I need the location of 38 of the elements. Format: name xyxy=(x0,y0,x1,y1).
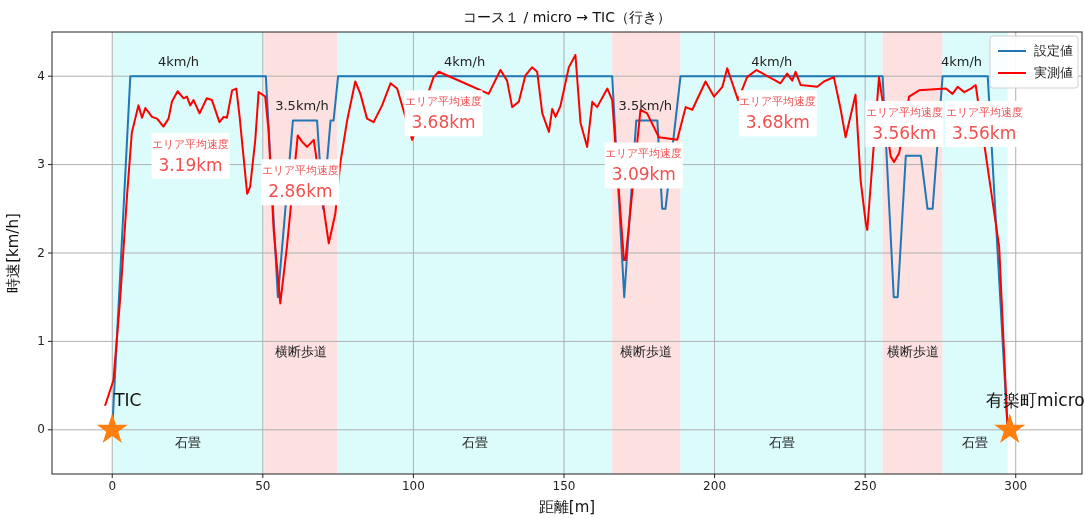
band-label: 横断歩道 xyxy=(620,344,673,360)
annotation: TIC xyxy=(113,389,142,410)
y-tick-label: 2 xyxy=(37,245,45,260)
annotation: 4km/h xyxy=(157,53,200,69)
annotation: エリア平均速度 3.68km xyxy=(405,95,483,133)
x-tick-label: 250 xyxy=(853,479,877,493)
legend-label: 実測値 xyxy=(1034,64,1073,80)
y-tick-label: 1 xyxy=(37,333,45,348)
band-label: 石畳 xyxy=(175,434,202,450)
band-label: 横断歩道 xyxy=(886,344,939,360)
chart-title: コース１ / micro → TIC（行き） xyxy=(463,9,671,25)
y-tick-label: 3 xyxy=(37,157,45,172)
x-tick-label: 150 xyxy=(552,479,576,493)
y-tick-label: 0 xyxy=(37,422,45,437)
annotation: 3.5km/h xyxy=(275,97,329,113)
annotation: エリア平均速度 3.68km xyxy=(739,95,817,133)
x-tick-label: 0 xyxy=(108,479,117,493)
y-tick-label: 4 xyxy=(37,68,45,83)
legend-label: 設定値 xyxy=(1034,42,1073,58)
band-label: 横断歩道 xyxy=(274,344,327,360)
annotation: エリア平均速度 3.09km xyxy=(605,147,683,185)
band-label: 石畳 xyxy=(768,434,795,450)
annotation: エリア平均速度 3.56km xyxy=(945,105,1023,143)
band-label: 石畳 xyxy=(962,434,989,450)
annotation: エリア平均速度 2.86km xyxy=(261,164,339,202)
x-tick-label: 200 xyxy=(703,479,727,493)
annotation: 4km/h xyxy=(940,53,983,69)
annotation: 4km/h xyxy=(444,53,486,69)
x-tick-label: 100 xyxy=(401,479,425,493)
annotation: 4km/h xyxy=(751,53,793,69)
annotation: エリア平均速度 3.19km xyxy=(152,137,230,175)
annotation: 3.5km/h xyxy=(618,97,673,113)
x-tick-label: 50 xyxy=(255,479,271,493)
y-axis-title: 時速[km/h] xyxy=(4,213,22,293)
band-label: 石畳 xyxy=(461,434,488,450)
x-axis-title: 距離[m] xyxy=(538,498,596,516)
annotation: エリア平均速度 3.56km xyxy=(865,105,943,143)
x-tick-label: 300 xyxy=(1004,479,1028,493)
